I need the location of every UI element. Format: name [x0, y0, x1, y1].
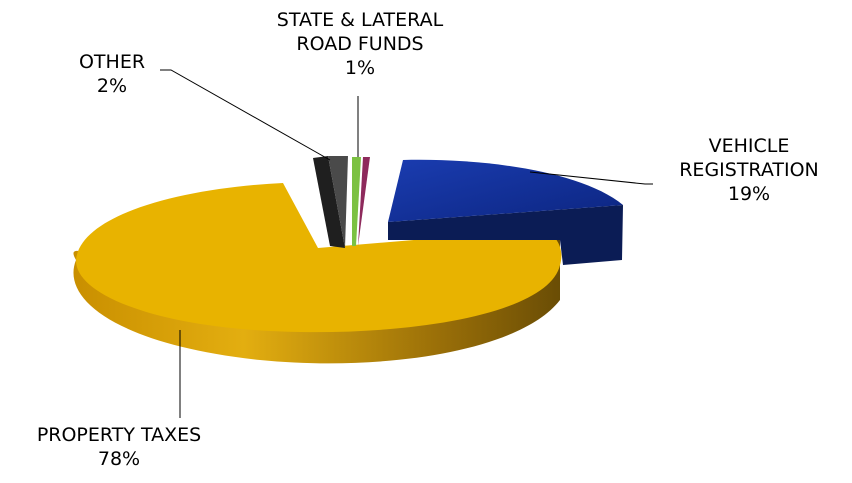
- label-property-taxes: PROPERTY TAXES 78%: [4, 423, 234, 471]
- slice-state-lateral-road-funds-magenta: [358, 157, 370, 246]
- label-state-lateral-road-funds-line2: ROAD FUNDS: [296, 33, 424, 55]
- label-property-taxes-name: PROPERTY TAXES: [36, 424, 202, 446]
- slice-property-taxes-top: [75, 183, 562, 333]
- label-property-taxes-value: 78%: [97, 448, 141, 470]
- label-vehicle-registration-line1: VEHICLE: [708, 135, 790, 157]
- slice-other: [313, 156, 348, 248]
- slice-vehicle-registration-top: [388, 159, 623, 222]
- label-vehicle-registration-line2: REGISTRATION: [679, 159, 819, 181]
- slice-vehicle-registration: [388, 159, 623, 265]
- label-other: OTHER 2%: [67, 50, 157, 98]
- label-state-lateral-road-funds-value: 1%: [344, 57, 376, 79]
- slice-property-taxes: [73, 183, 562, 364]
- slice-state-lateral-road-funds-green: [352, 157, 361, 246]
- leader-line-other: [160, 69, 331, 161]
- slice-other-side: [313, 156, 345, 248]
- label-vehicle-registration: VEHICLE REGISTRATION 19%: [646, 134, 852, 206]
- label-state-lateral-road-funds: STATE & LATERAL ROAD FUNDS 1%: [240, 8, 480, 80]
- label-vehicle-registration-value: 19%: [727, 183, 771, 205]
- slice-vehicle-registration-side: [388, 205, 623, 265]
- label-other-name: OTHER: [78, 51, 146, 73]
- label-other-value: 2%: [96, 75, 128, 97]
- slice-other-top: [328, 156, 348, 248]
- leader-line-vehicle-registration: [529, 171, 653, 185]
- label-state-lateral-road-funds-line1: STATE & LATERAL: [276, 9, 444, 31]
- slice-state-lateral-road-funds: [352, 157, 370, 246]
